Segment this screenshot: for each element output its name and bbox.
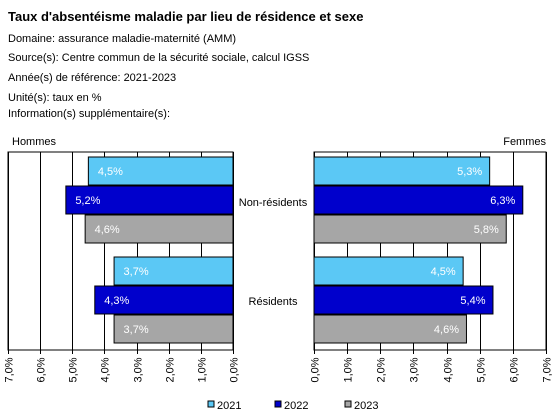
data-label: 6,3% — [490, 195, 515, 207]
bar-femmes-2023-0 — [313, 214, 507, 244]
data-label: 3,7% — [124, 324, 149, 336]
panel-title-hommes: Hommes — [12, 136, 57, 148]
x-tick-label: 0,0% — [229, 357, 241, 382]
x-tick-label: 4,0% — [443, 357, 455, 382]
x-tick-label: 4,0% — [100, 357, 112, 382]
data-label: 4,6% — [95, 224, 120, 236]
data-label: 5,3% — [457, 166, 482, 178]
x-tick-label: 7,0% — [542, 357, 554, 382]
category-label: Non-résidents — [239, 197, 308, 209]
bar-hommes-2023-1 — [113, 314, 234, 344]
bar-femmes-2023-1 — [313, 314, 467, 344]
data-label: 4,5% — [431, 266, 456, 278]
reference-year-text: Année(s) de référence: 2021-2023 — [8, 72, 177, 84]
data-label: 5,2% — [75, 195, 100, 207]
bar-femmes-2022-1 — [313, 285, 494, 315]
legend-swatch-2023 — [344, 400, 352, 408]
x-tick-label: 1,0% — [343, 357, 355, 382]
x-tick-label: 1,0% — [197, 357, 209, 382]
legend-swatch-2022 — [274, 400, 282, 408]
category-label: Résidents — [249, 296, 298, 308]
bar-femmes-2021-0 — [313, 156, 491, 186]
bar-hommes-2023-0 — [84, 214, 234, 244]
source-text: Source(s): Centre commun de la sécurité … — [8, 52, 310, 64]
x-tick-label: 5,0% — [476, 357, 488, 382]
x-tick-label: 2,0% — [165, 357, 177, 382]
domain-text: Domaine: assurance maladie-maternité (AM… — [8, 33, 237, 45]
x-tick-label: 0,0% — [310, 357, 322, 382]
data-label: 5,4% — [460, 295, 485, 307]
legend-label-2022: 2022 — [284, 400, 308, 412]
bar-femmes-2022-0 — [313, 185, 524, 215]
bar-hommes-2022-1 — [94, 285, 234, 315]
x-tick-label: 2,0% — [376, 357, 388, 382]
additional-info-text: Information(s) supplémentaire(s): — [8, 108, 171, 120]
bar-femmes-2021-1 — [313, 256, 464, 286]
data-label: 3,7% — [124, 266, 149, 278]
legend-swatch-2021 — [207, 400, 215, 408]
unit-text: Unité(s): taux en % — [8, 92, 102, 104]
bar-hommes-2021-0 — [87, 156, 234, 186]
x-tick-label: 3,0% — [133, 357, 145, 382]
x-tick-label: 3,0% — [409, 357, 421, 382]
data-label: 4,5% — [98, 166, 123, 178]
data-label: 5,8% — [474, 224, 499, 236]
chart-title: Taux d'absentéisme maladie par lieu de r… — [8, 9, 364, 24]
bar-hommes-2022-0 — [65, 185, 234, 215]
panel-title-femmes: Femmes — [503, 136, 546, 148]
x-tick-label: 5,0% — [68, 357, 80, 382]
bar-hommes-2021-1 — [113, 256, 234, 286]
x-tick-label: 7,0% — [4, 357, 16, 382]
legend-label-2023: 2023 — [354, 400, 378, 412]
data-label: 4,6% — [434, 324, 459, 336]
x-tick-label: 6,0% — [509, 357, 521, 382]
data-label: 4,3% — [104, 295, 129, 307]
x-tick-label: 6,0% — [36, 357, 48, 382]
legend-label-2021: 2021 — [217, 400, 241, 412]
